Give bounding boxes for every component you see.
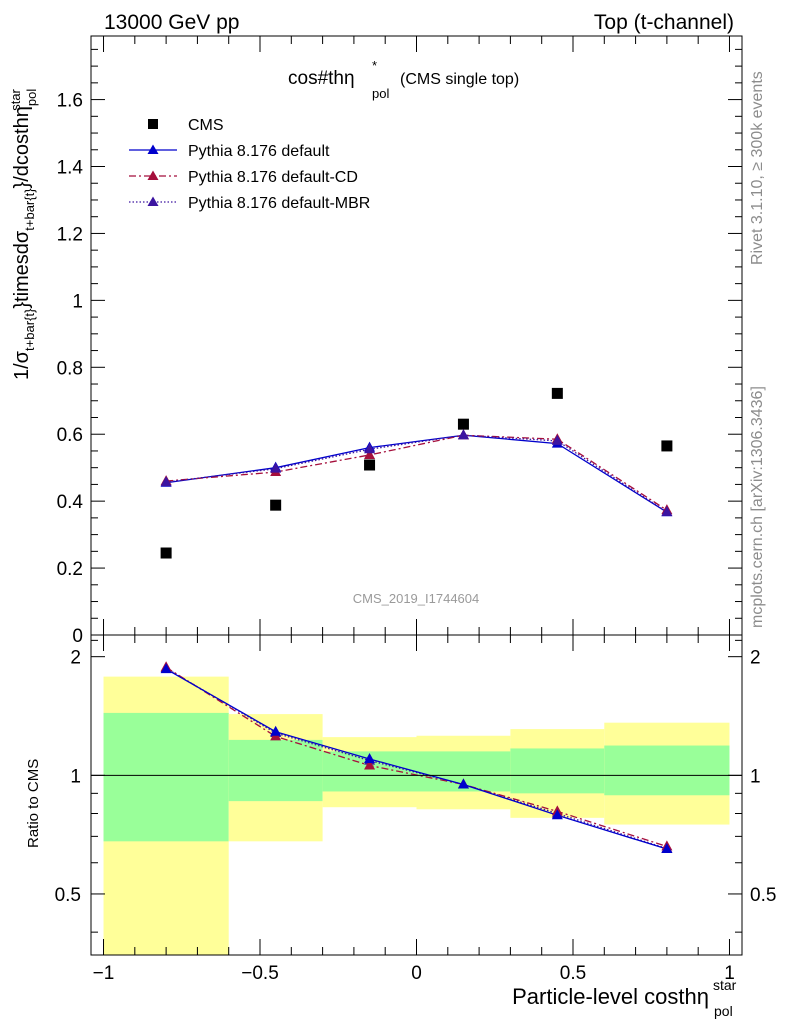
- legend-entry-default: Pythia 8.176 default: [129, 143, 330, 160]
- title-suffix: (CMS single top): [400, 71, 519, 88]
- legend: CMS Pythia 8.176 default Pythia 8.176 de…: [129, 117, 370, 212]
- main-point-mbr: [160, 476, 172, 487]
- main-series-line-mbr: [166, 434, 668, 513]
- main-point-cms: [457, 418, 469, 430]
- ratio-y-tick-label-right: 1: [750, 766, 761, 787]
- main-y-tick-label: 1.2: [57, 224, 83, 245]
- x-tick-label: −1: [93, 963, 115, 984]
- main-point-mbr: [661, 505, 673, 516]
- ratio-marks: [160, 661, 673, 854]
- ratio-y-axis-label: Ratio to CMS: [25, 759, 42, 848]
- xlabel-subscript: pol: [714, 1003, 733, 1019]
- main-y-tick-label: 0.2: [57, 559, 83, 580]
- ratio-point-default: [364, 752, 376, 763]
- legend-label-mbr: Pythia 8.176 default-MBR: [188, 195, 370, 212]
- title-superscript: *: [372, 58, 377, 73]
- main-point-cms: [661, 440, 673, 452]
- legend-marker-cms: [148, 119, 158, 129]
- main-y-tick-label: 0.8: [57, 358, 83, 379]
- x-tick-label: −0.5: [241, 963, 279, 984]
- legend-label-cd: Pythia 8.176 default-CD: [188, 169, 358, 186]
- analysis-watermark: CMS_2019_I1744604: [353, 591, 480, 606]
- ylabel-main: 1/σt+bar{t}}timesdσt+bar{t}}/dcosthηpols…: [8, 88, 39, 380]
- main-y-tick-label: 0: [72, 626, 83, 647]
- x-tick-label: 0: [411, 963, 422, 984]
- legend-label-default: Pythia 8.176 default: [188, 143, 330, 160]
- main-series-line-default: [166, 434, 668, 513]
- ratio-y-tick-label: 0.5: [55, 885, 81, 906]
- ratio-point-default: [160, 663, 172, 674]
- main-point-cms: [364, 459, 376, 471]
- ratio-band-inner: [604, 745, 730, 796]
- legend-marker-mbr: [147, 196, 159, 206]
- main-marks: [160, 387, 673, 559]
- x-axis-label: Particle-level costhη pol star: [512, 977, 737, 1019]
- main-point-cd: [364, 448, 376, 459]
- xlabel-text: Particle-level costhη: [512, 984, 709, 1009]
- title-text: cos#thη: [288, 68, 355, 89]
- legend-entry-cd: Pythia 8.176 default-CD: [129, 169, 358, 186]
- main-title: cos#thη * pol (CMS single top): [288, 58, 519, 101]
- ratio-frame: [90, 634, 743, 956]
- ratio-point-default: [270, 725, 282, 736]
- ratio-axes: 0.5 0.5 1 1 2 2 −1 −0.5 0 0.5 1: [55, 635, 776, 984]
- header-process-label: Top (t-channel): [594, 11, 734, 34]
- ratio-uncertainty-bands: [103, 676, 730, 955]
- main-point-mbr: [364, 443, 376, 454]
- ratio-series-line-mbr: [165, 667, 668, 850]
- ratio-point-cd: [364, 759, 376, 770]
- main-y-tick-label: 0.6: [57, 425, 83, 446]
- main-point-cms: [270, 499, 282, 511]
- legend-marker-default: [147, 144, 159, 154]
- ratio-band-inner: [228, 739, 323, 802]
- ratio-point-default: [457, 778, 469, 789]
- main-y-axis-label: 1/σt+bar{t}}timesdσt+bar{t}}/dcosthηpols…: [8, 88, 39, 380]
- main-series-line-cd: [166, 434, 668, 511]
- ratio-point-default: [551, 809, 563, 820]
- ratio-panel: 0.5 0.5 1 1 2 2 −1 −0.5 0 0.5 1: [55, 634, 776, 984]
- legend-label-cms: CMS: [188, 117, 224, 134]
- x-tick-label: 1: [724, 963, 735, 984]
- main-point-mbr: [270, 462, 282, 473]
- main-y-tick-label: 1: [72, 291, 83, 312]
- main-point-cms: [551, 387, 563, 399]
- header-energy-label: 13000 GeV pp: [104, 11, 239, 34]
- ratio-band-inner: [103, 712, 229, 842]
- main-point-cms: [160, 547, 172, 559]
- source-label: mcplots.cern.ch [arXiv:1306.3436]: [749, 386, 766, 628]
- main-point-mbr: [551, 434, 563, 445]
- ratio-band-inner: [510, 748, 605, 794]
- main-axes: 0 0.2 0.4 0.6 0.8 1 1.2 1.4 1.6: [57, 36, 742, 647]
- legend-entry-cms: CMS: [148, 117, 224, 134]
- main-panel: 0 0.2 0.4 0.6 0.8 1 1.2 1.4 1.6: [57, 35, 743, 647]
- ratio-point-default: [661, 843, 673, 854]
- main-y-tick-label: 0.4: [57, 492, 84, 513]
- main-y-tick-label: 1.4: [57, 158, 84, 179]
- legend-entry-mbr: Pythia 8.176 default-MBR: [129, 195, 370, 212]
- ratio-series-line-default: [165, 668, 668, 850]
- x-tick-label: 0.5: [560, 963, 586, 984]
- ratio-y-tick-label-right: 0.5: [750, 885, 776, 906]
- ratio-y-tick-label-right: 2: [750, 648, 761, 669]
- main-point-mbr: [457, 429, 469, 440]
- ratio-y-tick-label: 1: [70, 766, 81, 787]
- legend-marker-cd: [147, 170, 159, 180]
- ratio-y-tick-label: 2: [70, 648, 81, 669]
- title-subscript: pol: [372, 86, 389, 101]
- xlabel-superscript: star: [713, 977, 737, 993]
- rivet-label: Rivet 3.1.10, ≥ 300k events: [749, 71, 766, 265]
- main-y-tick-label: 1.6: [57, 91, 83, 112]
